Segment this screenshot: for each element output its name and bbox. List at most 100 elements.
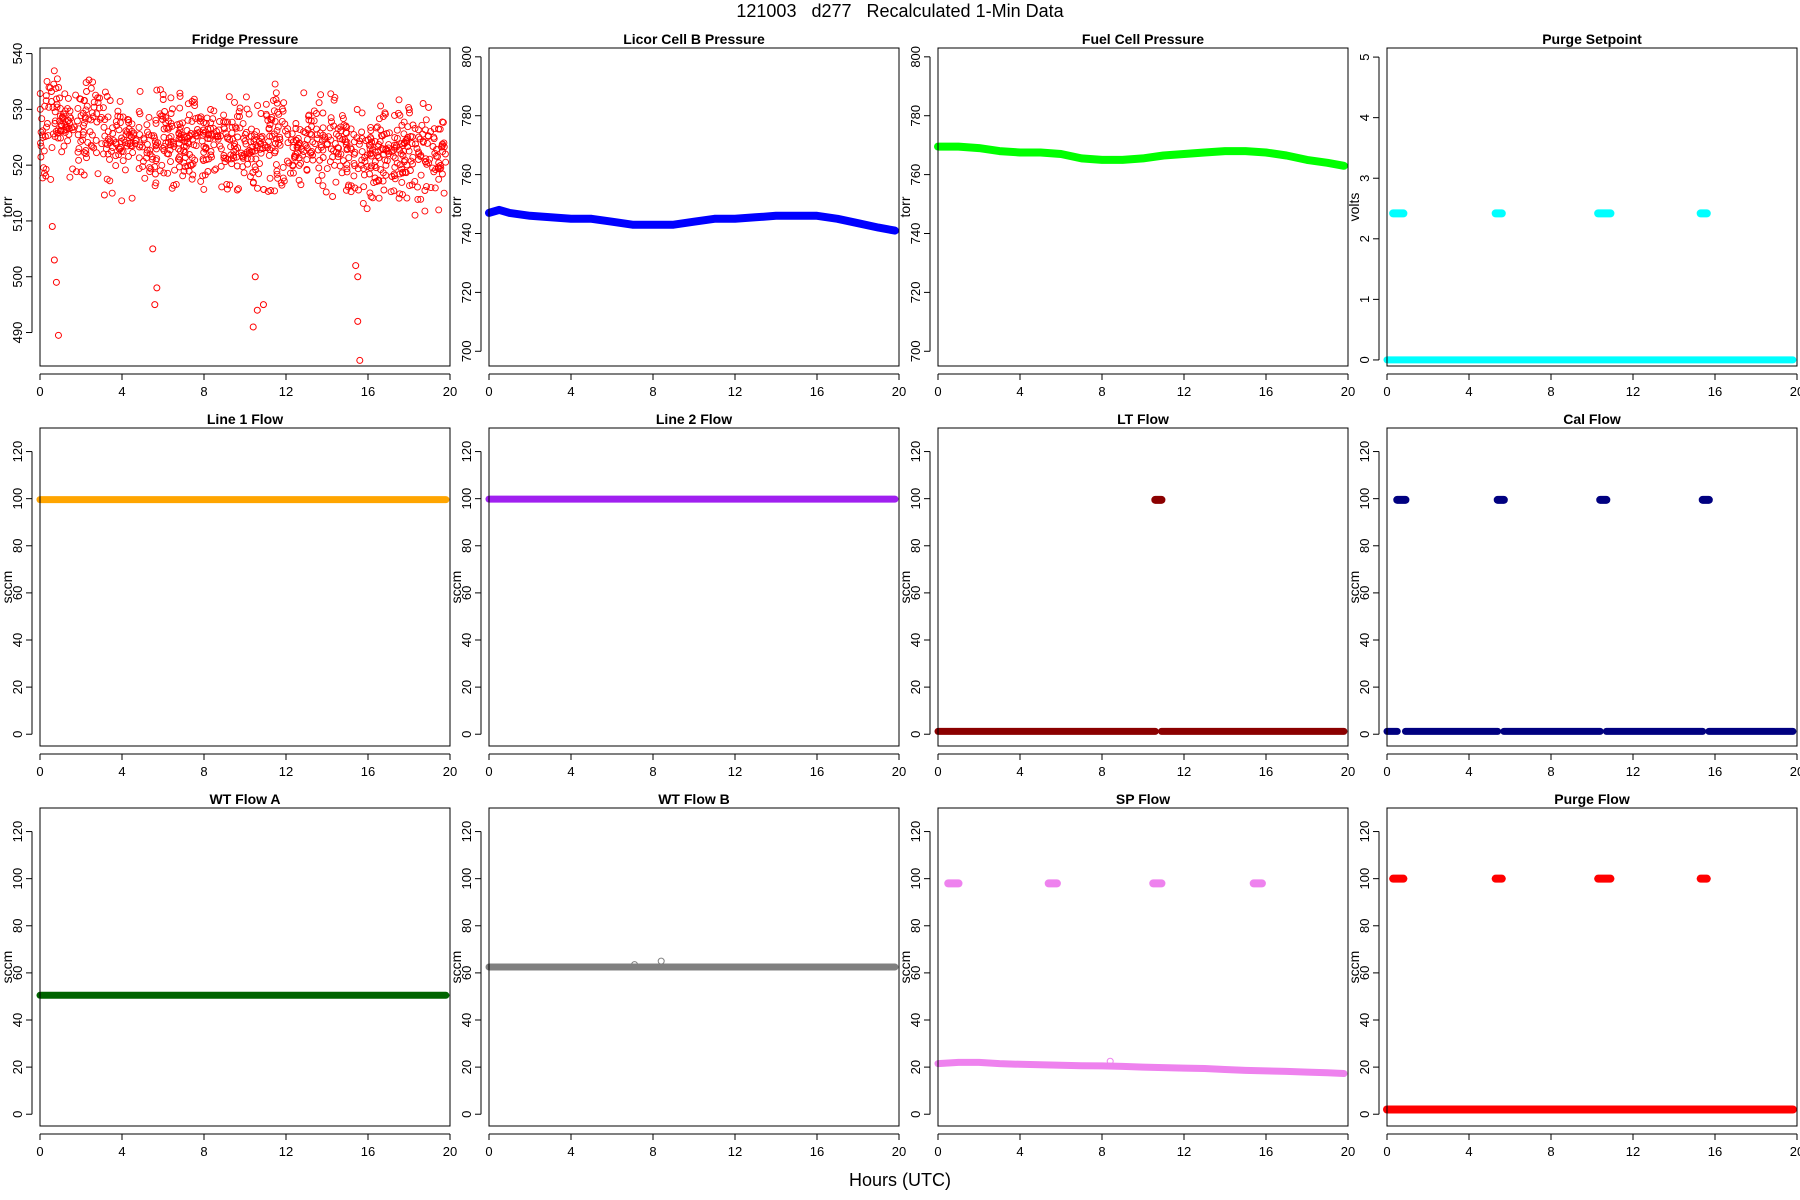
data-point (212, 165, 220, 173)
data-point (312, 110, 320, 117)
x-tick-label: 4 (1016, 384, 1023, 399)
x-tick-label: 0 (36, 764, 43, 779)
data-point (391, 144, 399, 152)
data-point (358, 135, 366, 142)
data-point (379, 177, 387, 185)
data-point (82, 106, 90, 114)
x-tick-label: 8 (200, 384, 207, 399)
data-point (367, 123, 375, 131)
chart-svg: Fridge Pressure torr 0 4 8 12 16 20 490 500 510 520… (0, 31, 457, 399)
data-point (224, 133, 231, 141)
x-tick-label: 12 (728, 1144, 742, 1159)
data-point (53, 75, 61, 83)
data-point (657, 957, 665, 965)
data-point (208, 131, 216, 139)
data-point (292, 150, 299, 158)
x-tick-label: 0 (1383, 764, 1390, 779)
data-point (226, 181, 234, 189)
data-point (231, 140, 239, 148)
data-point (233, 186, 241, 194)
y-axis: 0 20 40 60 80 100 120 (10, 821, 33, 1118)
data-point (240, 169, 248, 177)
data-point (306, 130, 314, 138)
data-point (218, 183, 226, 191)
data-point (268, 116, 276, 124)
chart-svg: Purge Flow sccm 0 4 8 12 16 20 0 20 40 60 80 100 120 (1346, 791, 1800, 1159)
x-axis: 0 4 8 12 16 20 (36, 753, 457, 779)
x-tick-label: 4 (567, 764, 574, 779)
data-point (347, 144, 355, 152)
data-point (309, 151, 316, 159)
data-point (66, 113, 74, 121)
data-point (343, 168, 351, 176)
data-point (327, 90, 335, 98)
y-tick-label: 40 (908, 1013, 923, 1027)
data-point (43, 120, 51, 127)
data-point (41, 102, 49, 110)
data-point (119, 157, 127, 165)
data-point (233, 162, 241, 170)
y-tick-label: 60 (908, 586, 923, 600)
x-tick-label: 20 (443, 764, 457, 779)
data-point (228, 118, 236, 126)
data-point (54, 129, 62, 137)
data-point (94, 170, 102, 178)
x-tick-label: 16 (361, 764, 375, 779)
plot-frame (39, 807, 451, 1127)
data-point (231, 98, 238, 106)
plot-frame (488, 807, 900, 1127)
y-axis-label: sccm (897, 951, 913, 984)
data-point (75, 145, 83, 153)
y-tick-label: 100 (10, 868, 25, 890)
y-tick-label: 100 (908, 868, 923, 890)
y-tick-label: 5 (1357, 53, 1372, 60)
data-point (83, 88, 90, 95)
data-point (367, 152, 375, 160)
data-point (188, 175, 196, 183)
data-point (432, 152, 440, 160)
data-point (425, 103, 433, 111)
chart-svg: WT Flow A sccm 0 4 8 12 16 20 0 20 40 60 80 100 120 (0, 791, 457, 1159)
data-point (303, 136, 311, 144)
data-point (90, 144, 98, 152)
data-point (101, 88, 109, 96)
data-point (347, 188, 355, 196)
data-point (391, 175, 399, 183)
data-point (341, 136, 349, 144)
chart-panel: Line 1 Flow sccm 0 4 8 12 16 20 0 20 40 60 80 100 120 (0, 380, 457, 779)
data-point (399, 152, 407, 159)
data-point (404, 134, 412, 141)
data-point (419, 100, 427, 107)
data-point (265, 124, 273, 132)
data-point (329, 153, 337, 161)
data-point (228, 123, 236, 131)
data-point (350, 138, 358, 146)
data-point (418, 121, 426, 129)
data-point (305, 112, 312, 120)
x-tick-label: 8 (1547, 1144, 1554, 1159)
data-point (396, 111, 404, 119)
y-tick-label: 740 (459, 223, 474, 245)
data-point (247, 155, 255, 163)
data-point (423, 139, 431, 147)
data-point (125, 119, 133, 126)
y-tick-label: 100 (1357, 868, 1372, 890)
data-point (80, 171, 88, 179)
x-axis: 0 4 8 12 16 20 (36, 1133, 457, 1159)
data-point (83, 154, 90, 162)
x-tick-label: 8 (200, 1144, 207, 1159)
data-point (390, 187, 398, 195)
y-tick-label: 80 (908, 919, 923, 933)
data-point (272, 96, 280, 103)
x-tick-label: 4 (1465, 1144, 1472, 1159)
x-tick-label: 20 (1341, 384, 1355, 399)
data-point (132, 136, 140, 144)
data-point (300, 89, 308, 97)
data-point (316, 129, 324, 137)
y-tick-label: 0 (10, 1111, 25, 1118)
x-tick-label: 0 (485, 764, 492, 779)
y-axis: 0 20 40 60 80 100 120 (459, 441, 482, 738)
data-point (156, 167, 164, 175)
y-tick-label: 80 (1357, 539, 1372, 553)
